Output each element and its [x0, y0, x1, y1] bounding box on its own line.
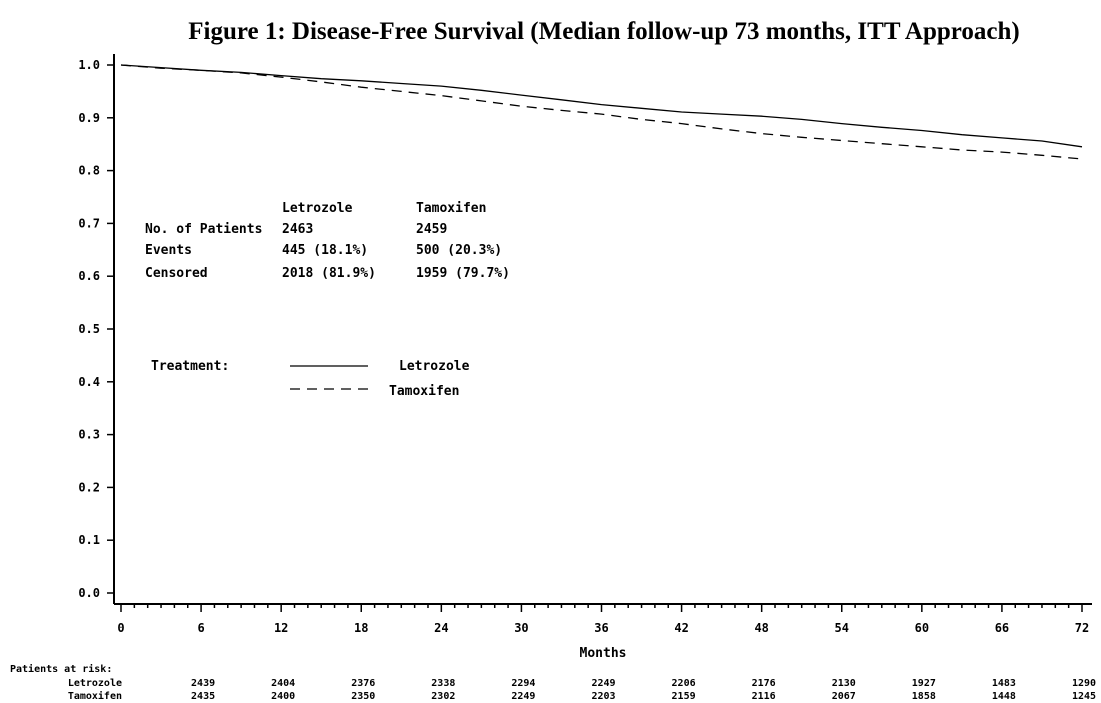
- summary-col-header-letrozole: Letrozole: [282, 201, 353, 216]
- summary-cell-censored-letrozole: 2018 (81.9%): [282, 266, 376, 281]
- risk-row-label-tamoxifen: Tamoxifen: [68, 690, 122, 702]
- x-axis-label: Months: [580, 646, 627, 661]
- y-tick-label: 0.5: [78, 322, 100, 336]
- risk-value-tamoxifen: 2159: [672, 691, 696, 702]
- summary-table: Letrozole Tamoxifen No. of Patients 2463…: [145, 201, 510, 281]
- x-tick-label: 66: [995, 621, 1009, 635]
- summary-cell-events-tamoxifen: 500 (20.3%): [416, 243, 502, 258]
- risk-value-letrozole: 2439: [191, 678, 215, 689]
- risk-table-title: Patients at risk:: [10, 663, 112, 675]
- x-tick-label: 12: [274, 621, 288, 635]
- x-tick-label: 54: [835, 621, 849, 635]
- summary-cell-patients-tamoxifen: 2459: [416, 222, 447, 237]
- legend-label-tamoxifen: Tamoxifen: [389, 384, 459, 399]
- risk-value-tamoxifen: 2203: [591, 691, 615, 702]
- risk-row-label-letrozole: Letrozole: [68, 678, 122, 689]
- risk-value-tamoxifen: 2400: [271, 691, 295, 702]
- y-tick-label: 0.0: [78, 586, 100, 600]
- risk-value-tamoxifen: 2116: [752, 691, 776, 702]
- x-axis-ticks: 0 6 12 18 24 30 36 42 48 54 60 66 72: [117, 604, 1089, 635]
- x-tick-label: 0: [117, 621, 124, 635]
- risk-value-tamoxifen: 2435: [191, 691, 215, 702]
- risk-value-tamoxifen: 2350: [351, 691, 375, 702]
- x-tick-label: 36: [594, 621, 608, 635]
- risk-value-letrozole: 1290: [1072, 678, 1096, 689]
- chart-title: Figure 1: Disease-Free Survival (Median …: [188, 18, 1020, 45]
- x-tick-label: 42: [674, 621, 688, 635]
- summary-cell-patients-letrozole: 2463: [282, 222, 313, 237]
- series-letrozole-line: [120, 64, 1083, 148]
- y-axis-ticks: 0.0 0.1 0.2 0.3 0.4 0.5 0.6 0.7 0.8 0.9 1.0: [78, 58, 114, 600]
- risk-value-letrozole: 2206: [672, 678, 696, 689]
- risk-value-letrozole: 1927: [912, 678, 936, 689]
- risk-value-tamoxifen: 2249: [511, 691, 535, 702]
- y-tick-label: 0.3: [78, 428, 100, 442]
- y-tick-label: 0.6: [78, 269, 100, 283]
- y-tick-label: 0.4: [78, 375, 100, 389]
- risk-value-tamoxifen: 1858: [912, 691, 936, 702]
- summary-col-header-tamoxifen: Tamoxifen: [416, 201, 486, 216]
- summary-row-label-events: Events: [145, 243, 192, 258]
- risk-value-letrozole: 2176: [752, 678, 776, 689]
- risk-value-tamoxifen: 1448: [992, 691, 1016, 702]
- risk-value-tamoxifen: 1245: [1072, 691, 1096, 702]
- x-tick-label: 24: [434, 621, 448, 635]
- y-tick-label: 0.1: [78, 533, 100, 547]
- risk-value-letrozole: 2130: [832, 678, 856, 689]
- y-tick-label: 0.9: [78, 111, 100, 125]
- x-tick-label: 72: [1075, 621, 1089, 635]
- legend-title: Treatment:: [151, 359, 229, 374]
- risk-values: 2439 2404 2376 2338 2294 2249 2206 2176 2130 1927…: [191, 678, 1096, 702]
- risk-value-tamoxifen: 2302: [431, 691, 455, 702]
- survival-curves: [120, 64, 1083, 160]
- series-tamoxifen-line: [120, 64, 1083, 160]
- y-tick-label: 0.2: [78, 480, 100, 494]
- y-tick-label: 0.7: [78, 216, 100, 230]
- risk-table: Patients at risk: Letrozole Tamoxifen 24…: [10, 663, 1096, 702]
- risk-value-letrozole: 2294: [511, 678, 535, 689]
- legend: Treatment: Letrozole Tamoxifen: [151, 359, 470, 399]
- summary-cell-censored-tamoxifen: 1959 (79.7%): [416, 266, 510, 281]
- risk-value-letrozole: 2338: [431, 678, 455, 689]
- risk-value-letrozole: 1483: [992, 678, 1016, 689]
- x-tick-label: 48: [754, 621, 768, 635]
- summary-row-label-patients: No. of Patients: [145, 222, 262, 237]
- risk-value-tamoxifen: 2067: [832, 691, 856, 702]
- risk-value-letrozole: 2404: [271, 678, 295, 689]
- x-tick-label: 60: [915, 621, 929, 635]
- risk-value-letrozole: 2376: [351, 678, 375, 689]
- x-tick-label: 30: [514, 621, 528, 635]
- summary-cell-events-letrozole: 445 (18.1%): [282, 243, 368, 258]
- axes: [113, 54, 1092, 605]
- x-tick-label: 18: [354, 621, 368, 635]
- summary-row-label-censored: Censored: [145, 266, 208, 281]
- risk-value-letrozole: 2249: [591, 678, 615, 689]
- x-tick-label: 6: [197, 621, 204, 635]
- y-tick-label: 0.8: [78, 164, 100, 178]
- legend-label-letrozole: Letrozole: [399, 359, 470, 374]
- y-tick-label: 1.0: [78, 58, 100, 72]
